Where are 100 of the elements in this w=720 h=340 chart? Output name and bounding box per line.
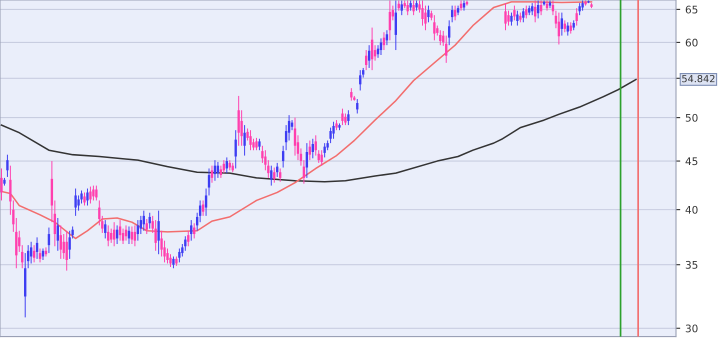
candlestick xyxy=(107,224,110,247)
candlestick xyxy=(522,8,524,23)
candlestick xyxy=(558,12,560,45)
candlestick xyxy=(368,44,370,68)
candlestick xyxy=(409,0,412,12)
y-tick-label: 50 xyxy=(686,114,698,122)
candlestick xyxy=(306,142,308,178)
candlestick xyxy=(513,5,516,21)
candlestick xyxy=(193,222,196,239)
candlestick xyxy=(95,185,98,201)
candlestick xyxy=(66,230,68,272)
candlestick xyxy=(6,154,9,178)
candlestick xyxy=(347,110,350,126)
candlestick xyxy=(273,167,276,184)
candlestick xyxy=(312,138,314,159)
y-tick-label: 30 xyxy=(686,324,698,332)
candlestick xyxy=(175,256,178,266)
candlestick xyxy=(525,5,528,19)
candlestick xyxy=(370,27,374,71)
candlestick xyxy=(74,188,77,216)
candlestick xyxy=(448,20,450,46)
candlestick xyxy=(400,0,403,16)
candlestick xyxy=(226,156,228,174)
candlestick xyxy=(136,220,140,242)
candlestick xyxy=(359,70,362,91)
candlestick xyxy=(394,0,397,51)
candlestick xyxy=(356,98,358,114)
candlestick xyxy=(234,130,237,169)
candlestick xyxy=(445,35,448,64)
candlestick xyxy=(112,222,116,247)
candlestick xyxy=(148,212,151,230)
candlestick xyxy=(415,0,418,12)
candlestick xyxy=(178,248,181,263)
y-tick-label: 45 xyxy=(686,157,698,166)
candlestick xyxy=(516,10,519,26)
candlestick xyxy=(270,165,272,186)
candlestick xyxy=(364,50,368,71)
candlestick xyxy=(216,161,220,178)
candlestick xyxy=(570,22,572,34)
candlestick xyxy=(77,194,80,212)
candlestick xyxy=(314,134,317,156)
candlestick xyxy=(60,224,62,260)
candlestick xyxy=(519,12,522,23)
candlestick xyxy=(228,160,231,171)
candlestick xyxy=(92,185,95,201)
candlestick xyxy=(450,5,454,23)
candlestick xyxy=(222,160,226,174)
candlestick xyxy=(282,145,284,168)
candlestick xyxy=(89,186,92,204)
candlestick xyxy=(412,0,415,16)
candlestick xyxy=(433,14,436,41)
candlestick xyxy=(386,30,388,46)
candlestick xyxy=(572,20,575,31)
candlestick xyxy=(68,230,71,260)
candlestick xyxy=(154,220,157,252)
candlestick xyxy=(456,5,460,16)
candlestick xyxy=(142,210,145,232)
candlestick xyxy=(350,88,353,102)
candlestick xyxy=(32,244,36,263)
candlestick xyxy=(237,95,240,146)
candlestick xyxy=(116,224,118,244)
candlestick xyxy=(566,22,569,36)
line-series xyxy=(0,78,637,182)
candlestick xyxy=(528,5,530,16)
y-tick-label: 35 xyxy=(686,260,698,269)
candlestick xyxy=(531,2,534,16)
candlestick xyxy=(454,5,456,21)
candlestick xyxy=(290,120,294,131)
candlestick xyxy=(534,0,536,23)
candlestick xyxy=(427,5,430,23)
candlestick xyxy=(540,0,542,16)
candlestick xyxy=(202,200,204,216)
candlestick xyxy=(323,142,326,158)
candlestick xyxy=(146,218,148,235)
candlestick xyxy=(398,0,400,12)
y-tick-label: 60 xyxy=(686,38,698,47)
candlestick xyxy=(406,0,409,16)
candlestick xyxy=(187,230,190,247)
candlestick xyxy=(56,217,59,252)
candlestick xyxy=(190,220,192,242)
candlestick xyxy=(110,228,112,244)
candlestick xyxy=(104,220,106,239)
candlestick xyxy=(30,241,32,264)
candlestick xyxy=(536,0,540,19)
candlestick xyxy=(581,0,584,12)
y-tick-label: 65 xyxy=(686,6,698,14)
y-tick-label: 40 xyxy=(686,206,698,214)
candlestick xyxy=(575,8,578,26)
candlestick xyxy=(388,0,392,41)
candlestick xyxy=(279,168,282,182)
candlestick xyxy=(308,140,312,161)
candlestick xyxy=(134,224,136,247)
line-series xyxy=(0,1,592,240)
candlestick xyxy=(118,220,122,242)
candlestick xyxy=(243,124,246,156)
candlestick xyxy=(258,138,261,151)
text: 54.842 xyxy=(682,74,714,82)
candlestick xyxy=(439,30,442,46)
candlestick xyxy=(157,210,160,255)
candlestick xyxy=(564,20,566,33)
